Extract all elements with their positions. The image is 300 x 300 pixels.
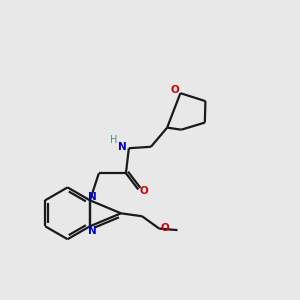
- Text: O: O: [171, 85, 179, 95]
- Text: H: H: [110, 135, 117, 145]
- Text: N: N: [88, 192, 97, 202]
- Text: N: N: [88, 226, 97, 236]
- Text: O: O: [160, 223, 169, 233]
- Text: N: N: [118, 142, 127, 152]
- Text: O: O: [140, 186, 148, 196]
